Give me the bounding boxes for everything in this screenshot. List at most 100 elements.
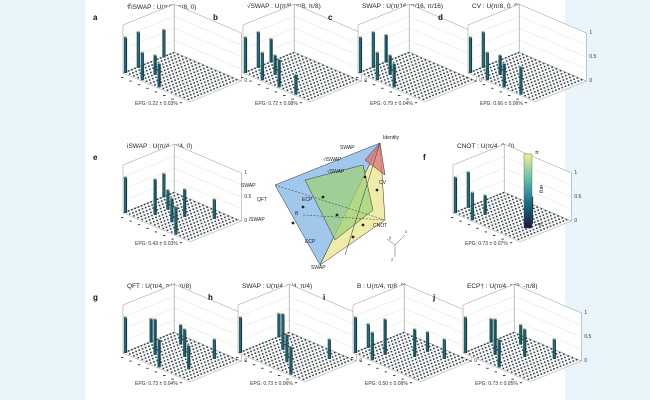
bar-small [187,203,189,206]
tetra-label: B [295,211,299,217]
bar-small [414,73,417,76]
axis-glyph-label: z [391,257,394,262]
bar-small [143,354,146,356]
bar-small [395,70,398,73]
bar-small [197,353,200,355]
bar-small [454,85,457,87]
bar-small [366,353,368,356]
tetra-label: ECP [305,239,316,245]
bar-small [549,225,552,227]
bar-small [511,219,514,222]
bar-small [532,218,535,220]
bar-small [455,78,458,80]
bar-small [154,224,156,226]
bar-small [228,218,230,220]
bar-small [544,350,546,353]
bar-small [454,74,457,77]
bar-small [538,82,540,84]
bar-small [467,350,470,352]
grid-line [514,296,582,326]
bar-small [169,343,171,346]
bar-small [529,374,532,376]
bar-small [540,352,543,354]
density-matrix-plot [121,283,242,384]
bar-small [512,353,514,355]
bar-small [540,67,543,69]
bar-small [407,52,410,54]
bar-small [550,218,553,220]
bar-small [432,358,435,360]
bar-small [277,346,280,348]
bar-small [167,82,170,84]
bar-small [391,69,394,71]
bar-small [547,78,550,80]
axis-tick-mark [459,220,462,222]
bar-peak [238,316,243,353]
bar-small [267,347,269,349]
bar-small [502,346,505,348]
bar-small [468,353,471,355]
bar-small [436,370,439,373]
bar-small [491,354,493,357]
bar-small [487,342,489,344]
tetra-label: iSWAP [249,217,265,223]
bar-small [532,63,534,66]
bar-small [311,350,314,352]
grid-line [174,296,242,326]
bar-small [193,201,196,203]
bar-small [407,83,409,86]
bar-small [406,344,409,346]
bar-small [516,344,519,346]
bar-small [393,335,395,338]
bar-small [170,77,172,80]
bar-small [319,350,321,353]
bar-small [507,218,510,220]
bar-small [171,80,173,83]
bar-small [198,345,201,348]
bar-small [530,233,533,235]
bar-small [543,76,546,78]
bar-small [302,83,305,85]
bar-small [149,348,151,351]
grid-line [467,16,520,38]
bar-small [525,66,528,68]
bar-small [363,355,365,357]
axis-tick-mark [121,217,124,218]
bar-small [184,229,187,231]
bar-small [169,214,171,216]
bar-small [171,350,173,352]
bar-small [505,81,508,83]
bar-small [193,61,196,63]
bar-small [406,365,408,368]
bar-small [178,91,180,94]
bar-small [386,349,389,351]
bar-small [497,208,499,210]
bar-small [179,73,182,76]
bar-small [292,73,294,75]
bar-small [300,66,303,68]
bar-small [545,353,547,356]
gate-name: B : U [357,283,372,290]
bar-small [222,224,225,226]
bar-small [297,67,300,69]
bar-small [515,362,517,364]
bar-small [323,67,325,70]
bar-small [235,219,238,221]
z-tick-label: 1 [584,310,588,316]
bar-small [187,63,189,66]
bar-small [438,352,440,355]
bar-small [174,338,177,340]
bar-small [218,82,221,84]
bar-small [300,87,303,89]
bar-small [177,56,180,59]
bar-small [311,360,314,363]
bar-small [523,70,526,73]
bar-small [319,69,322,71]
bar-small [470,79,473,81]
bar-small [264,348,266,351]
bar-small [395,342,397,344]
bar-small [151,214,153,217]
bar-small [182,198,184,201]
bar-small [539,370,542,372]
axis-tick-mark [359,360,362,362]
